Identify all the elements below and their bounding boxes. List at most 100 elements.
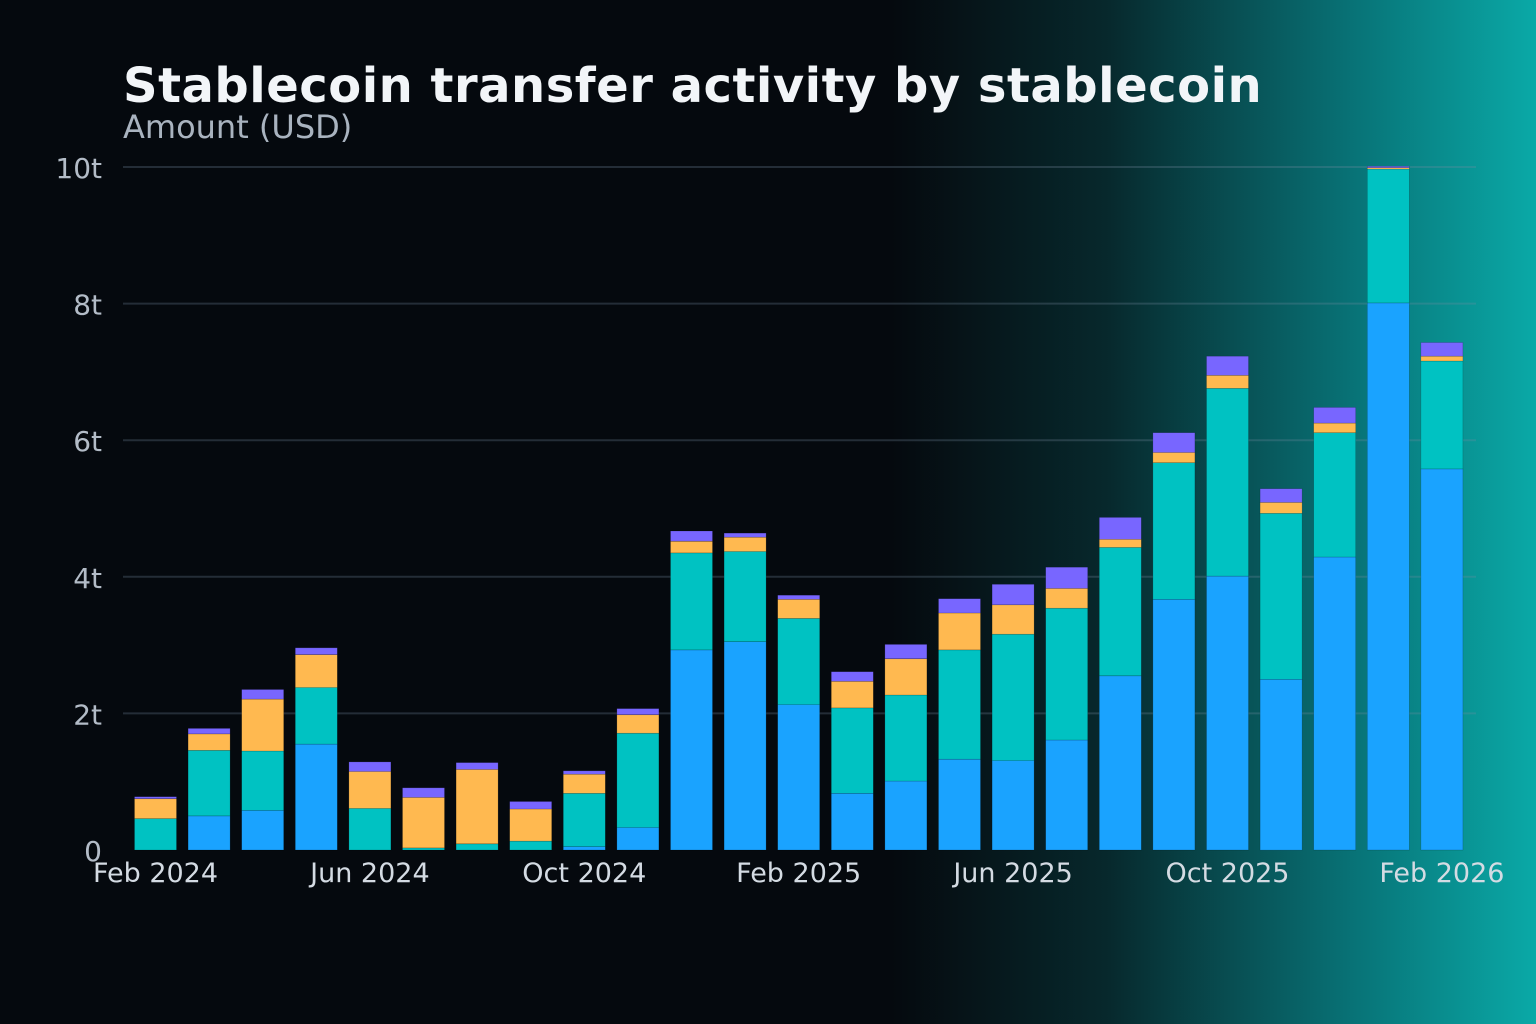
bar-series-2-oct-2024[interactable]	[563, 793, 605, 846]
bar-series-1-oct-2025[interactable]	[1207, 576, 1249, 850]
bar-series-1-jan-2026[interactable]	[1367, 303, 1409, 850]
bar-series-3-dec-2025[interactable]	[1314, 423, 1356, 433]
bar-series-3-nov-2024[interactable]	[617, 715, 659, 733]
bar-series-4-mar-2024[interactable]	[188, 728, 230, 734]
bar-series-4-mar-2025[interactable]	[831, 672, 873, 682]
bar-series-1-jun-2025[interactable]	[992, 761, 1034, 851]
bar-series-2-jun-2025[interactable]	[992, 634, 1034, 760]
bar-series-4-jul-2024[interactable]	[403, 788, 445, 798]
bar-series-3-apr-2024[interactable]	[242, 699, 284, 751]
bar-series-4-nov-2025[interactable]	[1260, 489, 1302, 503]
bar-series-4-jun-2024[interactable]	[349, 762, 391, 772]
bar-series-2-aug-2024[interactable]	[456, 844, 498, 850]
bar-series-2-dec-2025[interactable]	[1314, 433, 1356, 557]
bar-series-3-sep-2024[interactable]	[510, 809, 552, 841]
bar-series-1-sep-2025[interactable]	[1153, 599, 1195, 850]
bar-series-3-jan-2025[interactable]	[724, 537, 766, 551]
bar-series-1-feb-2025[interactable]	[778, 705, 820, 851]
bar-series-2-may-2024[interactable]	[295, 687, 337, 744]
bar-series-4-aug-2025[interactable]	[1099, 517, 1141, 539]
bar-series-1-apr-2024[interactable]	[242, 810, 284, 850]
bar-series-2-mar-2024[interactable]	[188, 750, 230, 816]
bar-series-3-feb-2025[interactable]	[778, 599, 820, 618]
bar-series-2-aug-2025[interactable]	[1099, 547, 1141, 675]
bar-series-1-nov-2024[interactable]	[617, 828, 659, 851]
stacked-bar-chart: 02t4t6t8t10t Feb 2024 Jun 2024 Oct 2024 Feb…	[0, 0, 1536, 1024]
bar-series-2-mar-2025[interactable]	[831, 708, 873, 793]
bar-series-3-apr-2025[interactable]	[885, 659, 927, 695]
bar-series-2-dec-2024[interactable]	[671, 553, 713, 650]
bar-series-1-dec-2024[interactable]	[671, 650, 713, 850]
bar-series-4-jan-2025[interactable]	[724, 533, 766, 537]
x-tick-label: Oct 2025	[1166, 858, 1290, 889]
bar-series-1-oct-2024[interactable]	[563, 847, 605, 850]
bar-series-2-sep-2024[interactable]	[510, 841, 552, 850]
bar-series-4-may-2025[interactable]	[939, 599, 981, 613]
bar-series-2-jan-2025[interactable]	[724, 552, 766, 642]
bar-series-4-aug-2024[interactable]	[456, 763, 498, 770]
bar-series-2-may-2025[interactable]	[939, 650, 981, 759]
bar-series-1-jan-2025[interactable]	[724, 642, 766, 850]
bar-series-4-jan-2026[interactable]	[1367, 166, 1409, 167]
bar-series-2-oct-2025[interactable]	[1207, 388, 1249, 576]
bar-series-2-jul-2025[interactable]	[1046, 608, 1088, 740]
bar-series-4-jul-2025[interactable]	[1046, 567, 1088, 588]
bar-series-1-feb-2026[interactable]	[1421, 469, 1463, 850]
bar-series-2-nov-2024[interactable]	[617, 733, 659, 827]
bar-series-1-apr-2025[interactable]	[885, 781, 927, 850]
bar-series-3-sep-2025[interactable]	[1153, 453, 1195, 463]
bar-series-4-feb-2024[interactable]	[135, 797, 177, 799]
bar-series-2-feb-2026[interactable]	[1421, 361, 1463, 469]
y-tick-label: 6t	[73, 425, 102, 458]
bar-series-4-oct-2024[interactable]	[563, 771, 605, 774]
bar-series-4-sep-2024[interactable]	[510, 802, 552, 810]
bar-series-1-nov-2025[interactable]	[1260, 679, 1302, 850]
bar-series-1-aug-2025[interactable]	[1099, 676, 1141, 850]
bar-series-2-feb-2024[interactable]	[135, 819, 177, 850]
y-tick-label: 4t	[73, 562, 102, 595]
bar-series-4-feb-2025[interactable]	[778, 595, 820, 599]
bar-series-2-apr-2025[interactable]	[885, 695, 927, 781]
bar-series-3-may-2025[interactable]	[939, 613, 981, 650]
bar-series-2-jul-2024[interactable]	[403, 848, 445, 850]
bar-series-2-nov-2025[interactable]	[1260, 513, 1302, 679]
bar-series-3-aug-2025[interactable]	[1099, 539, 1141, 547]
bar-series-1-may-2025[interactable]	[939, 759, 981, 850]
bar-series-3-may-2024[interactable]	[295, 655, 337, 688]
x-tick-label: Jun 2025	[951, 858, 1072, 889]
bar-series-3-nov-2025[interactable]	[1260, 502, 1302, 513]
bar-series-1-dec-2025[interactable]	[1314, 557, 1356, 850]
bar-series-3-feb-2024[interactable]	[135, 799, 177, 819]
bar-series-2-jun-2024[interactable]	[349, 808, 391, 850]
bar-series-4-dec-2024[interactable]	[671, 531, 713, 541]
bar-series-2-sep-2025[interactable]	[1153, 463, 1195, 600]
bar-series-2-feb-2025[interactable]	[778, 619, 820, 705]
bar-series-3-jul-2025[interactable]	[1046, 588, 1088, 608]
bar-series-1-mar-2025[interactable]	[831, 793, 873, 850]
bar-series-4-oct-2025[interactable]	[1207, 356, 1249, 375]
bar-series-3-jun-2025[interactable]	[992, 605, 1034, 634]
bar-series-3-feb-2026[interactable]	[1421, 356, 1463, 361]
bar-series-4-apr-2024[interactable]	[242, 690, 284, 700]
bar-series-2-jan-2026[interactable]	[1367, 169, 1409, 303]
bar-series-3-aug-2024[interactable]	[456, 769, 498, 843]
bar-series-3-jul-2024[interactable]	[403, 797, 445, 848]
bar-series-1-mar-2024[interactable]	[188, 816, 230, 850]
bar-series-3-dec-2024[interactable]	[671, 541, 713, 553]
bar-series-4-sep-2025[interactable]	[1153, 433, 1195, 453]
bar-series-3-mar-2025[interactable]	[831, 681, 873, 708]
bar-series-3-oct-2024[interactable]	[563, 774, 605, 793]
bar-series-1-jul-2025[interactable]	[1046, 740, 1088, 850]
bar-series-4-apr-2025[interactable]	[885, 644, 927, 658]
bar-series-4-dec-2025[interactable]	[1314, 407, 1356, 423]
bar-series-2-apr-2024[interactable]	[242, 751, 284, 810]
bar-series-3-mar-2024[interactable]	[188, 734, 230, 750]
bar-series-4-nov-2024[interactable]	[617, 709, 659, 715]
bar-series-3-jun-2024[interactable]	[349, 772, 391, 809]
x-tick-label: Feb 2025	[736, 858, 861, 889]
bar-series-3-oct-2025[interactable]	[1207, 375, 1249, 388]
bar-series-4-may-2024[interactable]	[295, 648, 337, 655]
bar-series-4-feb-2026[interactable]	[1421, 343, 1463, 357]
bar-series-1-may-2024[interactable]	[295, 744, 337, 850]
bar-series-4-jun-2025[interactable]	[992, 584, 1034, 605]
